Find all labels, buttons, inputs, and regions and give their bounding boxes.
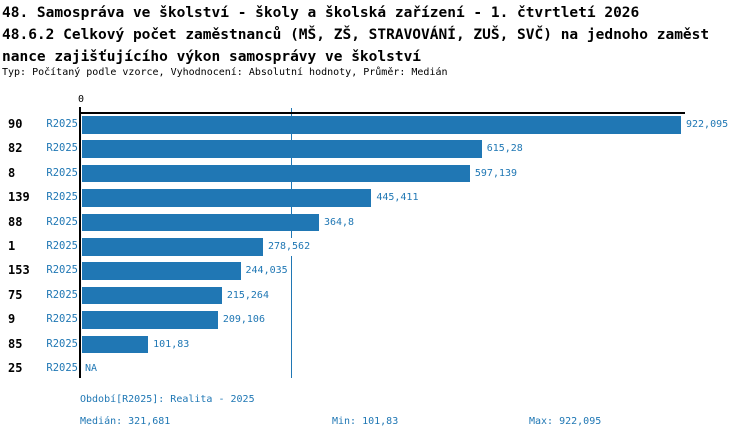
bar-value-label: 922,095 (685, 116, 730, 134)
bar-value-label: 101,83 (152, 335, 191, 354)
row-period-label: R2025 (46, 337, 78, 350)
footer-period-legend: Období[R2025]: Realita - 2025 (80, 394, 255, 405)
row-category-label: 75 (8, 287, 23, 302)
row-category-label: 8 (8, 165, 16, 180)
row-period-label: R2025 (46, 191, 78, 204)
report-title-line3: nance zajišťujícího výkon samosprávy ve … (2, 49, 422, 65)
row-period-label: R2025 (46, 288, 78, 301)
row-category-label: 153 (8, 263, 30, 278)
y-axis-line (79, 107, 81, 378)
bar-value-label: 445,411 (375, 189, 420, 207)
row-category-label: 90 (8, 117, 23, 131)
report-title-line2: 48.6.2 Celkový počet zaměstnanců (MŠ, ZŠ… (2, 27, 710, 43)
bar (82, 140, 482, 158)
bar (82, 311, 218, 329)
x-axis-line (80, 112, 685, 114)
bar (82, 262, 241, 280)
row-category-label: 85 (8, 336, 23, 351)
row-category-label: 25 (8, 361, 23, 375)
bar-value-label: 597,139 (473, 164, 519, 183)
row-category-label: 82 (8, 141, 23, 156)
bar (82, 286, 222, 305)
report-meta-line: Typ: Počítaný podle vzorce, Vyhodnocení:… (2, 67, 448, 78)
bar (82, 189, 372, 207)
bar-value-label: 615,28 (485, 140, 524, 158)
footer-max-stat: Max: 922,095 (529, 416, 602, 427)
bar-value-label: 278,562 (266, 238, 312, 256)
bar-value-label: 215,264 (225, 286, 270, 305)
row-category-label: 1 (8, 239, 16, 253)
bar-value-label: 364,8 (322, 213, 356, 232)
bar-value-label: NA (84, 360, 99, 378)
row-category-label: 9 (8, 312, 16, 327)
bar-value-label: 244,035 (244, 262, 289, 280)
row-period-label: R2025 (46, 313, 78, 326)
row-category-label: 139 (8, 190, 30, 205)
footer-min-stat: Min: 101,83 (332, 416, 399, 427)
report-title-line1: 48. Samospráva ve školství - školy a ško… (2, 5, 640, 21)
row-period-label: R2025 (46, 215, 78, 228)
bar-value-label: 209,106 (221, 311, 266, 329)
x-axis-zero-tick-label: 0 (77, 94, 85, 105)
row-period-label: R2025 (46, 264, 78, 277)
row-category-label: 88 (8, 214, 23, 229)
bar (82, 335, 149, 354)
footer-median-stat: Medián: 321,681 (80, 416, 171, 427)
bar (82, 238, 263, 256)
row-period-label: R2025 (46, 240, 78, 252)
row-period-label: R2025 (46, 166, 78, 179)
bar (82, 213, 319, 232)
row-period-label: R2025 (46, 362, 78, 374)
row-period-label: R2025 (46, 118, 78, 130)
row-period-label: R2025 (46, 142, 78, 155)
bar (82, 116, 681, 134)
bar (82, 164, 470, 183)
